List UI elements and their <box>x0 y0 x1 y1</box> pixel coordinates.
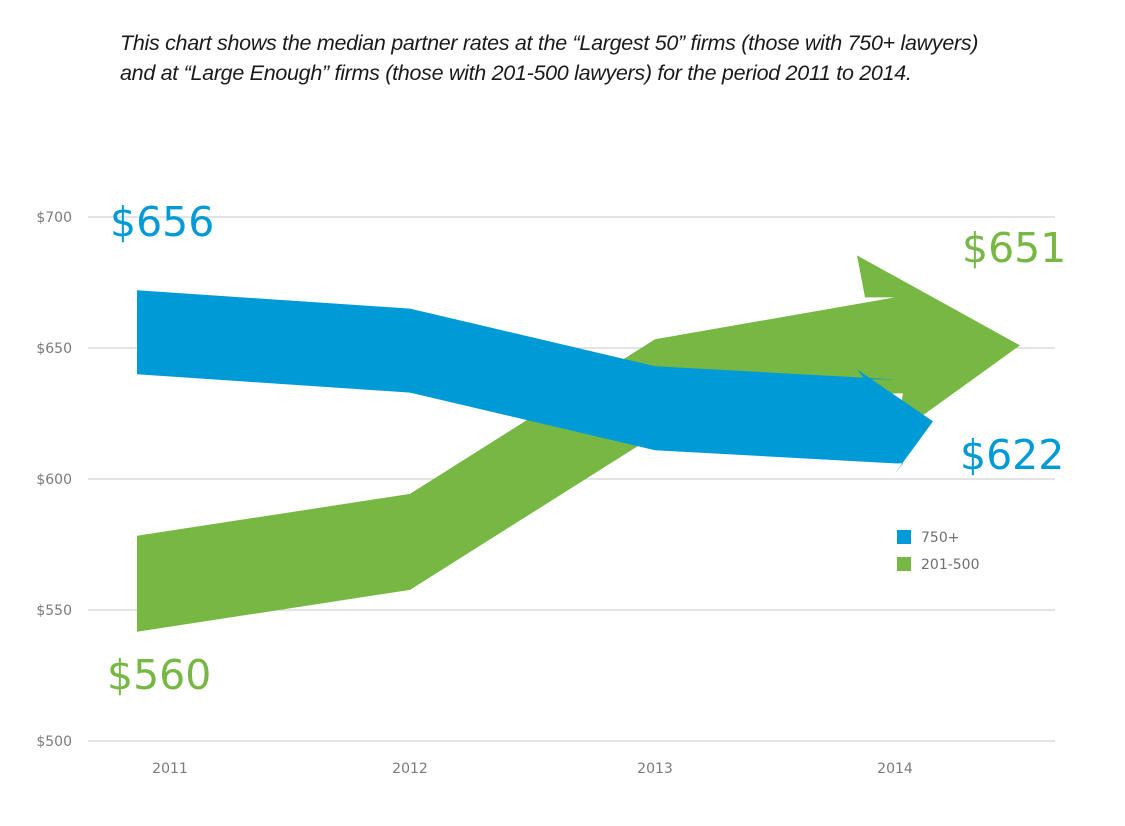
legend-label: 750+ <box>921 530 959 546</box>
y-axis-ticks: $500 $550 $600 $650 $700 <box>36 210 72 750</box>
x-tick-label: 2011 <box>152 761 188 777</box>
legend-swatch <box>897 530 911 544</box>
x-tick-label: 2013 <box>637 761 673 777</box>
y-tick-label: $500 <box>36 734 72 750</box>
end-label-201-500: $651 <box>962 224 1066 272</box>
x-tick-label: 2012 <box>392 761 428 777</box>
start-label-750-plus: $656 <box>110 198 214 246</box>
y-tick-label: $700 <box>36 210 72 226</box>
legend: 750+ 201-500 <box>897 530 980 573</box>
y-tick-label: $550 <box>36 603 72 619</box>
data-labels: $656 $622 $560 $651 <box>107 198 1066 699</box>
x-axis-ticks: 2011 2012 2013 2014 <box>152 761 913 777</box>
x-tick-label: 2014 <box>877 761 913 777</box>
y-tick-label: $650 <box>36 341 72 357</box>
chart-description: This chart shows the median partner rate… <box>120 31 979 85</box>
series-bands <box>137 255 1020 632</box>
band-750-plus <box>137 290 933 474</box>
y-tick-label: $600 <box>36 472 72 488</box>
legend-swatch <box>897 557 911 571</box>
legend-label: 201-500 <box>921 557 980 573</box>
start-label-201-500: $560 <box>107 651 211 699</box>
band-201-500 <box>137 255 1020 632</box>
end-label-750-plus: $622 <box>960 431 1064 479</box>
